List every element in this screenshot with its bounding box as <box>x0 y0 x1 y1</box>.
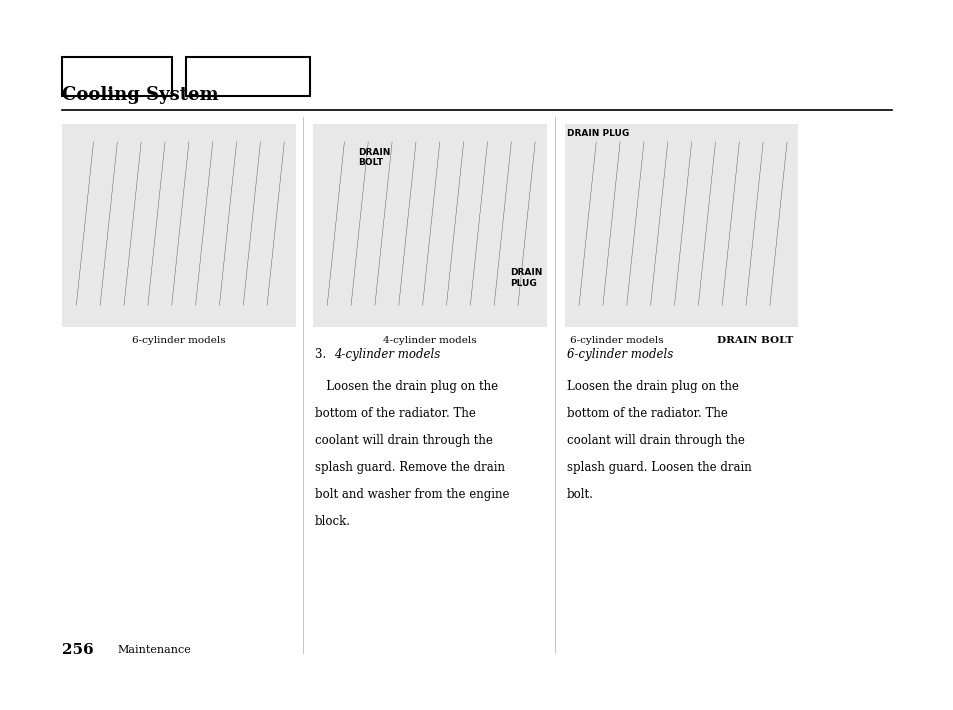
Text: DRAIN PLUG: DRAIN PLUG <box>566 129 628 138</box>
Text: Loosen the drain plug on the: Loosen the drain plug on the <box>314 380 497 393</box>
Text: 4-cylinder models: 4-cylinder models <box>334 348 439 361</box>
Text: Cooling System: Cooling System <box>62 87 218 104</box>
Text: DRAIN
PLUG: DRAIN PLUG <box>510 268 542 288</box>
Text: 6-cylinder models: 6-cylinder models <box>569 336 662 345</box>
Text: bolt and washer from the engine: bolt and washer from the engine <box>314 488 509 501</box>
Text: splash guard. Remove the drain: splash guard. Remove the drain <box>314 461 504 474</box>
Text: bottom of the radiator. The: bottom of the radiator. The <box>566 407 727 420</box>
Text: bolt.: bolt. <box>566 488 593 501</box>
Text: DRAIN
BOLT: DRAIN BOLT <box>357 148 390 167</box>
Text: DRAIN BOLT: DRAIN BOLT <box>717 336 793 345</box>
Text: 3.: 3. <box>314 348 330 361</box>
Bar <box>186 57 310 96</box>
Text: splash guard. Loosen the drain: splash guard. Loosen the drain <box>566 461 751 474</box>
Text: block.: block. <box>314 515 351 528</box>
Text: 6-cylinder models: 6-cylinder models <box>132 336 226 345</box>
Text: Loosen the drain plug on the: Loosen the drain plug on the <box>566 380 738 393</box>
Text: Maintenance: Maintenance <box>117 645 191 655</box>
Bar <box>313 124 546 327</box>
Text: bottom of the radiator. The: bottom of the radiator. The <box>314 407 476 420</box>
Text: coolant will drain through the: coolant will drain through the <box>314 434 492 447</box>
Text: 256: 256 <box>62 643 93 657</box>
Text: coolant will drain through the: coolant will drain through the <box>566 434 743 447</box>
Bar <box>62 124 295 327</box>
Text: 4-cylinder models: 4-cylinder models <box>382 336 476 345</box>
Bar <box>62 57 172 96</box>
Bar <box>564 124 798 327</box>
Text: 6-cylinder models: 6-cylinder models <box>566 348 672 361</box>
